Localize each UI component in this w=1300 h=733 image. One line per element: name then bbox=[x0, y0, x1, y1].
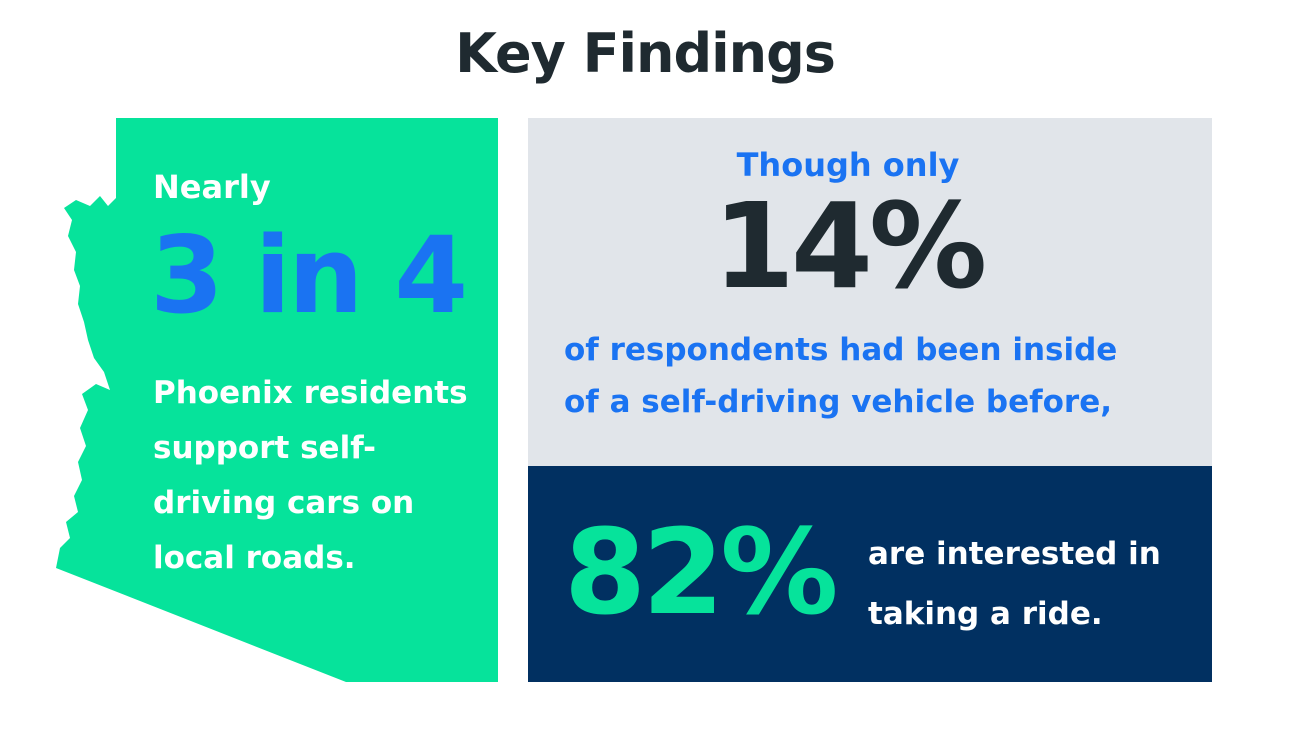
interested-line-1: are interested in bbox=[868, 536, 1161, 572]
phoenix-line-2: support self- bbox=[153, 430, 377, 466]
phoenix-support-text: Phoenix residents support self- driving … bbox=[153, 366, 493, 586]
three-in-four-stat: 3 in 4 bbox=[150, 214, 468, 337]
fourteen-percent-panel: Though only 14% of respondents had been … bbox=[528, 118, 1212, 466]
nearly-label: Nearly bbox=[153, 168, 271, 206]
fourteen-percent-stat: 14% bbox=[712, 177, 987, 315]
phoenix-line-1: Phoenix residents bbox=[153, 375, 468, 411]
page-title: Key Findings bbox=[455, 22, 836, 85]
eighty-two-percent-stat: 82% bbox=[564, 503, 838, 641]
interested-line-2: taking a ride. bbox=[868, 596, 1103, 632]
eighty-two-percent-panel: 82% are interested in taking a ride. bbox=[528, 466, 1212, 682]
though-only-label: Though only bbox=[736, 146, 960, 184]
phoenix-line-3: driving cars on bbox=[153, 485, 415, 521]
respondents-line-1: of respondents had been inside bbox=[564, 332, 1118, 368]
respondents-text: of respondents had been inside of a self… bbox=[564, 324, 1184, 428]
phoenix-line-4: local roads. bbox=[153, 540, 356, 576]
respondents-line-2: of a self-driving vehicle before, bbox=[564, 384, 1113, 420]
interested-text: are interested in taking a ride. bbox=[868, 524, 1198, 644]
